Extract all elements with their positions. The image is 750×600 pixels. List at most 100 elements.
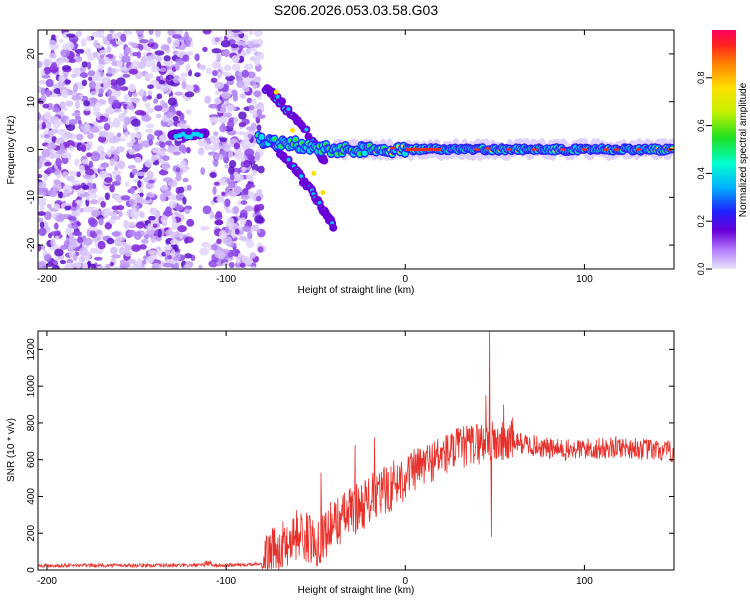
noise-speckle bbox=[214, 81, 225, 90]
noise-speckle bbox=[75, 115, 82, 121]
noise-speckle bbox=[123, 93, 130, 102]
noise-speckle bbox=[239, 93, 246, 99]
noise-speckle bbox=[155, 246, 162, 251]
noise-speckle bbox=[43, 66, 52, 75]
noise-speckle bbox=[66, 175, 75, 182]
noise-speckle bbox=[124, 116, 131, 126]
noise-speckle bbox=[254, 215, 264, 224]
ridge-blob bbox=[320, 190, 326, 196]
noise-speckle bbox=[147, 223, 153, 232]
noise-speckle bbox=[248, 47, 258, 52]
noise-speckle bbox=[156, 93, 163, 100]
noise-speckle bbox=[106, 33, 114, 42]
noise-speckle bbox=[99, 155, 106, 161]
noise-speckle bbox=[74, 158, 80, 167]
colorbar-tick-label: 0.6 bbox=[696, 119, 706, 132]
noise-speckle bbox=[162, 155, 170, 161]
noise-speckle bbox=[116, 204, 125, 211]
noise-speckle bbox=[151, 154, 156, 163]
noise-speckle bbox=[172, 115, 179, 122]
noise-speckle bbox=[215, 51, 222, 61]
noise-speckle bbox=[113, 266, 118, 269]
noise-speckle bbox=[162, 177, 173, 183]
noise-speckle bbox=[138, 44, 144, 51]
noise-speckle bbox=[104, 222, 113, 230]
noise-speckle bbox=[138, 88, 144, 97]
noise-speckle bbox=[256, 114, 266, 119]
colorbar-ticks: 0.0 0.2 0.4 0.6 0.8 bbox=[696, 72, 712, 275]
noise-speckle bbox=[227, 119, 235, 129]
noise-speckle bbox=[78, 164, 85, 173]
noise-speckle bbox=[192, 84, 199, 92]
snr-ytick-label: 1200 bbox=[26, 338, 37, 361]
noise-speckle bbox=[124, 181, 130, 187]
noise-speckle bbox=[121, 55, 131, 63]
noise-speckle bbox=[141, 238, 149, 244]
noise-speckle bbox=[107, 79, 112, 85]
noise-speckle bbox=[221, 191, 226, 196]
ridge-blob bbox=[278, 144, 284, 149]
noise-speckle bbox=[146, 107, 155, 114]
noise-speckle bbox=[76, 236, 84, 243]
noise-speckle bbox=[242, 30, 249, 33]
noise-speckle bbox=[116, 132, 122, 138]
noise-speckle bbox=[146, 95, 152, 100]
noise-speckle bbox=[253, 57, 261, 67]
noise-speckle bbox=[186, 146, 191, 154]
noise-speckle bbox=[148, 179, 155, 184]
noise-speckle bbox=[251, 98, 257, 105]
noise-speckle bbox=[150, 66, 160, 73]
noise-speckle bbox=[172, 38, 180, 48]
noise-speckle bbox=[145, 196, 151, 201]
colorbar-label: Normalized spectral amplitude bbox=[738, 82, 749, 217]
noise-speckle bbox=[127, 164, 136, 169]
noise-speckle bbox=[68, 119, 78, 125]
noise-speckle bbox=[165, 140, 173, 146]
noise-speckle bbox=[38, 211, 46, 216]
noise-speckle bbox=[240, 194, 251, 200]
noise-speckle bbox=[110, 215, 121, 221]
noise-speckle bbox=[202, 30, 212, 35]
noise-speckle bbox=[85, 196, 91, 201]
noise-speckle bbox=[212, 185, 217, 195]
noise-speckle bbox=[161, 161, 171, 171]
noise-speckle bbox=[167, 119, 174, 127]
noise-speckle bbox=[154, 130, 163, 137]
noise-speckle bbox=[118, 246, 126, 255]
spectrogram-ytick-label: 20 bbox=[26, 48, 37, 60]
noise-speckle bbox=[163, 262, 173, 268]
noise-speckle bbox=[79, 66, 87, 73]
noise-speckle bbox=[256, 195, 262, 202]
noise-speckle bbox=[87, 132, 95, 140]
noise-speckle bbox=[73, 261, 82, 269]
noise-speckle bbox=[173, 211, 179, 216]
noise-speckle bbox=[71, 112, 81, 117]
noise-speckle bbox=[89, 199, 98, 205]
noise-speckle bbox=[141, 115, 152, 122]
noise-speckle bbox=[224, 164, 231, 169]
noise-speckle bbox=[184, 236, 194, 244]
ridge-blob bbox=[272, 137, 277, 141]
noise-speckle bbox=[138, 143, 144, 150]
noise-speckle bbox=[209, 210, 215, 220]
noise-speckle bbox=[90, 152, 101, 162]
noise-speckle bbox=[41, 148, 51, 158]
noise-speckle bbox=[228, 166, 235, 175]
noise-speckle bbox=[210, 117, 219, 125]
noise-speckle bbox=[251, 169, 258, 176]
noise-speckle bbox=[135, 30, 145, 36]
noise-speckle bbox=[198, 264, 203, 269]
noise-speckle bbox=[175, 173, 182, 182]
noise-speckle bbox=[200, 241, 211, 248]
noise-speckle bbox=[246, 153, 252, 159]
noise-speckle bbox=[217, 71, 222, 80]
noise-speckle bbox=[81, 79, 88, 87]
noise-speckle bbox=[53, 203, 60, 210]
noise-speckle bbox=[80, 38, 87, 47]
noise-speckle bbox=[103, 56, 111, 65]
noise-speckle bbox=[174, 204, 184, 211]
noise-speckle bbox=[104, 263, 111, 269]
noise-speckle bbox=[186, 85, 195, 92]
noise-speckle bbox=[54, 248, 64, 257]
noise-speckle bbox=[140, 111, 147, 116]
